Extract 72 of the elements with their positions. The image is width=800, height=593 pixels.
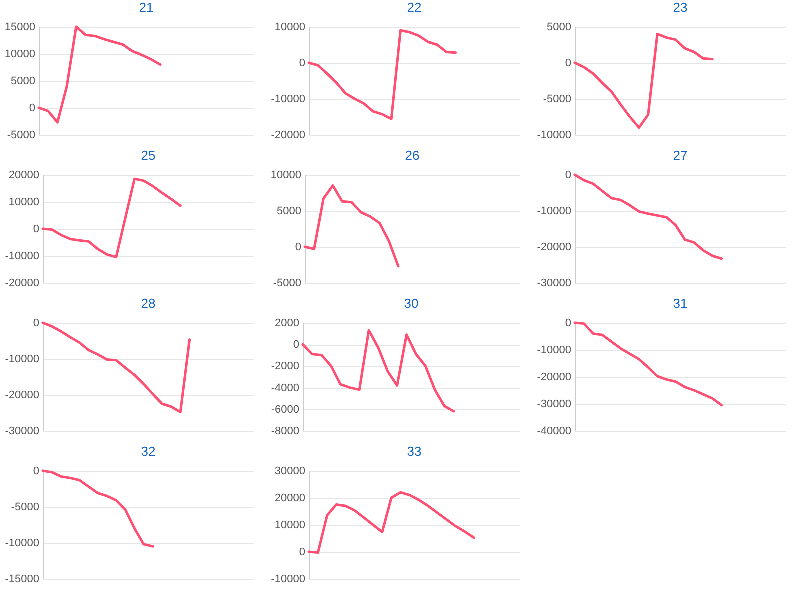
y-tick-label: -20000 — [5, 278, 40, 290]
line-series — [308, 491, 476, 554]
chart-title: 33 — [407, 444, 422, 459]
y-tick-label: -2000 — [271, 360, 300, 373]
y-tick-label: 10000 — [270, 170, 302, 182]
y-tick-label: 10000 — [4, 48, 36, 60]
chart-title: 31 — [673, 296, 688, 311]
chart-title: 30 — [404, 296, 419, 311]
y-tick-label: 15000 — [4, 22, 36, 34]
chart-title: 22 — [407, 0, 422, 15]
line-series — [302, 329, 456, 413]
y-tick-label: 0 — [33, 466, 40, 478]
y-tick-label: 10000 — [8, 196, 40, 208]
y-tick-label: 0 — [293, 339, 300, 352]
y-tick-label: 20000 — [274, 492, 306, 504]
y-tick-label: 30000 — [274, 466, 306, 478]
y-tick-label: -10000 — [5, 354, 40, 366]
chart-title: 27 — [673, 148, 688, 163]
line-series — [42, 470, 154, 548]
y-tick-label: 0 — [565, 318, 572, 330]
line-series — [304, 184, 400, 268]
y-tick-label: -5000 — [273, 278, 302, 290]
y-tick-label: -8000 — [271, 426, 300, 438]
y-tick-label: -5000 — [11, 502, 40, 514]
chart-title: 32 — [141, 444, 156, 459]
y-tick-label: -30000 — [537, 278, 572, 290]
y-tick-label: 0 — [299, 58, 306, 70]
y-tick-label: -40000 — [537, 426, 572, 438]
line-series — [42, 322, 192, 414]
y-tick-label: 5000 — [547, 22, 572, 34]
y-tick-label: -10000 — [537, 344, 572, 356]
y-tick-label: -30000 — [5, 426, 40, 438]
y-tick-label: -20000 — [271, 130, 306, 142]
y-tick-label: 5000 — [277, 206, 302, 218]
y-tick-label: -4000 — [271, 382, 300, 394]
line-series — [574, 174, 724, 260]
y-tick-label: 0 — [33, 318, 40, 330]
line-series — [574, 322, 724, 407]
line-series — [42, 178, 182, 259]
y-tick-label: -20000 — [537, 372, 572, 384]
y-tick-label: -10000 — [5, 538, 40, 550]
line-series — [38, 26, 162, 124]
y-tick-label: -10000 — [5, 250, 40, 262]
y-tick-label: -6000 — [271, 404, 300, 416]
y-tick-label: 0 — [295, 242, 302, 254]
y-tick-label: -20000 — [5, 390, 40, 402]
chart-title: 28 — [141, 296, 156, 311]
y-tick-label: 10000 — [274, 22, 306, 34]
y-tick-label: -10000 — [537, 206, 572, 218]
line-series — [574, 32, 714, 130]
y-tick-label: -5000 — [543, 94, 572, 106]
y-tick-label: -5000 — [7, 130, 36, 142]
y-tick-label: -10000 — [271, 94, 306, 106]
y-tick-label: 20000 — [8, 170, 40, 182]
y-tick-label: 0 — [565, 170, 572, 182]
chart-title: 25 — [141, 148, 156, 163]
y-tick-label: -30000 — [537, 398, 572, 410]
y-tick-label: 0 — [299, 546, 306, 558]
y-tick-label: 5000 — [11, 76, 36, 88]
y-tick-label: -20000 — [537, 242, 572, 254]
y-tick-label: -10000 — [537, 130, 572, 142]
y-tick-label: 0 — [565, 58, 572, 70]
y-tick-label: 2000 — [275, 318, 300, 330]
y-tick-label: -15000 — [5, 574, 40, 586]
line-series — [308, 29, 458, 120]
y-tick-label: 0 — [33, 224, 40, 236]
chart-title: 21 — [139, 0, 154, 15]
y-tick-label: 0 — [29, 102, 36, 114]
y-tick-label: -10000 — [271, 574, 306, 586]
y-tick-label: 10000 — [274, 520, 306, 532]
chart-title: 23 — [673, 0, 688, 15]
chart-title: 26 — [405, 148, 420, 163]
